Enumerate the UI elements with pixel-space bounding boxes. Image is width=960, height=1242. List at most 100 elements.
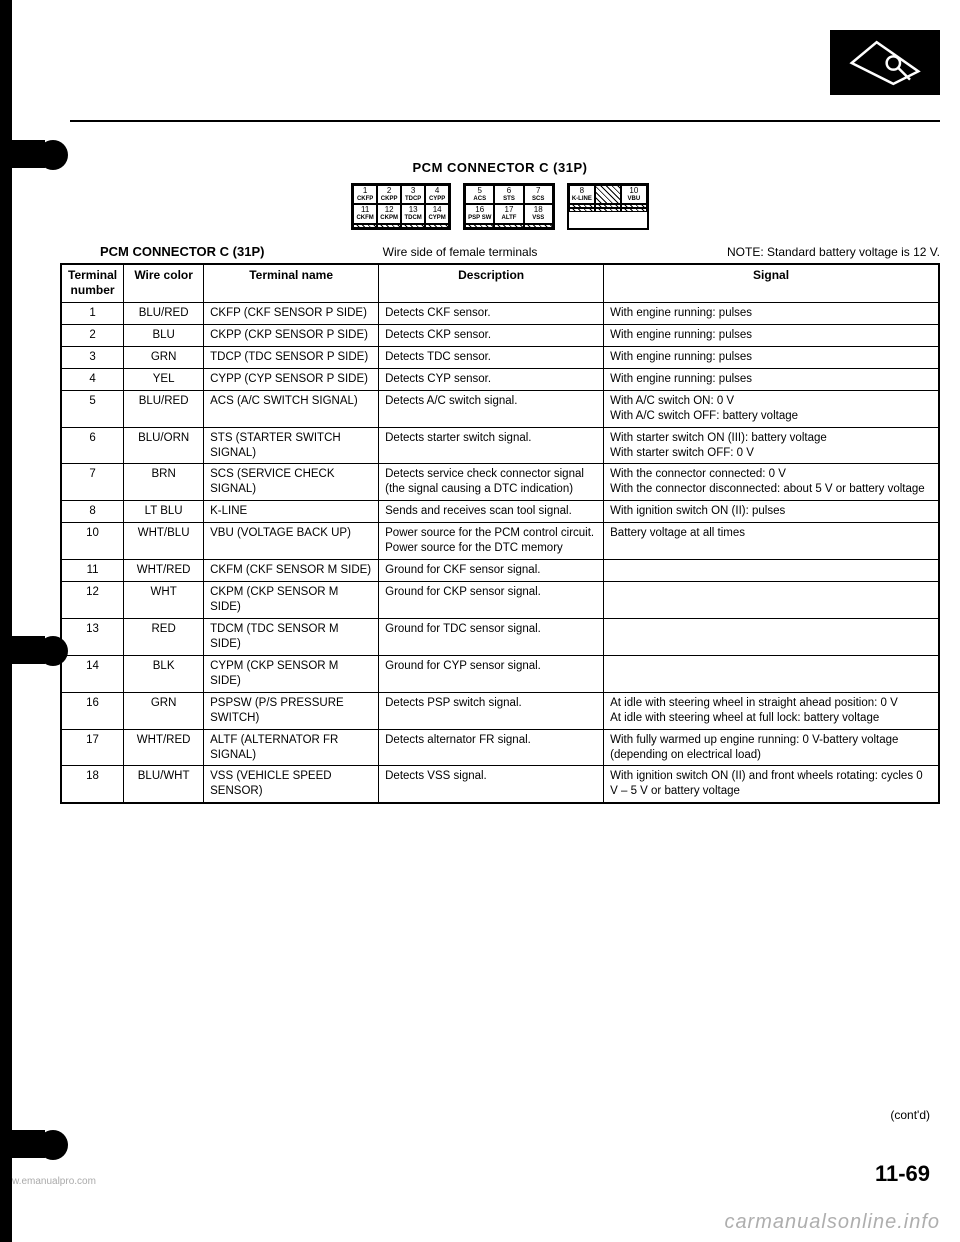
connector-pin: 14CYPM <box>425 204 449 223</box>
connector-pin: 16PSP SW <box>465 204 494 223</box>
table-cell: TDCP (TDC SENSOR P SIDE) <box>204 346 379 368</box>
table-cell: VBU (VOLTAGE BACK UP) <box>204 523 379 560</box>
table-row: 1BLU/REDCKFP (CKF SENSOR P SIDE)Detects … <box>61 302 939 324</box>
table-cell: Detects CKP sensor. <box>379 324 604 346</box>
table-cell: BLK <box>124 655 204 692</box>
table-cell: At idle with steering wheel in straight … <box>604 692 939 729</box>
watermark-left: w.emanualpro.com <box>12 1176 96 1187</box>
table-cell <box>604 618 939 655</box>
table-cell: 5 <box>61 390 124 427</box>
table-cell: 17 <box>61 729 124 766</box>
connector-block: 5ACS6STS7SCS16PSP SW17ALTF18VSS <box>463 183 555 230</box>
table-cell: BLU/RED <box>124 390 204 427</box>
table-cell: Detects TDC sensor. <box>379 346 604 368</box>
table-header-cell: Terminal name <box>204 264 379 303</box>
table-body: 1BLU/REDCKFP (CKF SENSOR P SIDE)Detects … <box>61 302 939 803</box>
table-row: 17WHT/REDALTF (ALTERNATOR FR SIGNAL)Dete… <box>61 729 939 766</box>
table-cell: STS (STARTER SWITCH SIGNAL) <box>204 427 379 464</box>
connector-pin-empty <box>524 224 553 228</box>
table-cell: Detects service check connector signal (… <box>379 464 604 501</box>
table-cell: Detects PSP switch signal. <box>379 692 604 729</box>
table-row: 3GRNTDCP (TDC SENSOR P SIDE)Detects TDC … <box>61 346 939 368</box>
table-cell: With engine running: pulses <box>604 346 939 368</box>
connector-pin-empty <box>465 224 494 228</box>
table-row: 11WHT/REDCKFM (CKF SENSOR M SIDE)Ground … <box>61 560 939 582</box>
table-cell: With starter switch ON (III): battery vo… <box>604 427 939 464</box>
page-number: 11-69 <box>875 1161 930 1187</box>
connector-pin: 3TDCP <box>401 185 425 204</box>
section-logo <box>830 30 940 95</box>
table-cell: RED <box>124 618 204 655</box>
table-cell: Ground for CYP sensor signal. <box>379 655 604 692</box>
continued-label: (cont'd) <box>890 1108 930 1122</box>
label-row: PCM CONNECTOR C (31P) Wire side of femal… <box>60 244 940 259</box>
connector-note: NOTE: Standard battery voltage is 12 V. <box>640 245 940 259</box>
table-row: 2BLUCKPP (CKP SENSOR P SIDE)Detects CKP … <box>61 324 939 346</box>
connector-pin-empty <box>621 208 647 212</box>
table-cell: 6 <box>61 427 124 464</box>
table-row: 13REDTDCM (TDC SENSOR M SIDE)Ground for … <box>61 618 939 655</box>
table-cell: Ground for TDC sensor signal. <box>379 618 604 655</box>
table-cell: BLU <box>124 324 204 346</box>
table-cell: ALTF (ALTERNATOR FR SIGNAL) <box>204 729 379 766</box>
left-page-edge <box>0 0 12 1242</box>
table-row: 14BLKCYPM (CKP SENSOR M SIDE)Ground for … <box>61 655 939 692</box>
table-cell: CKPP (CKP SENSOR P SIDE) <box>204 324 379 346</box>
table-header-cell: Description <box>379 264 604 303</box>
table-cell: Ground for CKP sensor signal. <box>379 582 604 619</box>
table-cell: 4 <box>61 368 124 390</box>
table-cell: CKFP (CKF SENSOR P SIDE) <box>204 302 379 324</box>
connector-pin: 2CKPP <box>377 185 401 204</box>
table-cell: With ignition switch ON (II): pulses <box>604 501 939 523</box>
table-cell: 18 <box>61 766 124 803</box>
table-cell: Battery voltage at all times <box>604 523 939 560</box>
table-cell: GRN <box>124 346 204 368</box>
table-cell: Detects VSS signal. <box>379 766 604 803</box>
table-cell: Detects alternator FR signal. <box>379 729 604 766</box>
watermark-bottom: carmanualsonline.info <box>724 1211 940 1234</box>
connector-block: 1CKFP2CKPP3TDCP4CYPP11CKFM12CKPM13TDCM14… <box>351 183 451 230</box>
table-cell: 8 <box>61 501 124 523</box>
connector-pin: 11CKFM <box>353 204 377 223</box>
table-cell: WHT/RED <box>124 560 204 582</box>
table-cell: Detects A/C switch signal. <box>379 390 604 427</box>
table-cell: With engine running: pulses <box>604 324 939 346</box>
connector-pin: 4CYPP <box>425 185 449 204</box>
table-cell: 10 <box>61 523 124 560</box>
table-cell: WHT/BLU <box>124 523 204 560</box>
table-cell: ACS (A/C SWITCH SIGNAL) <box>204 390 379 427</box>
connector-pin: 17ALTF <box>494 204 523 223</box>
table-header-cell: Terminal number <box>61 264 124 303</box>
connector-label-mid: Wire side of female terminals <box>280 245 640 259</box>
connector-title: PCM CONNECTOR C (31P) <box>60 160 940 175</box>
table-cell: Sends and receives scan tool signal. <box>379 501 604 523</box>
connector-pin-empty <box>569 208 595 212</box>
table-row: 12WHTCKPM (CKP SENSOR M SIDE)Ground for … <box>61 582 939 619</box>
table-cell: PSPSW (P/S PRESSURE SWITCH) <box>204 692 379 729</box>
table-row: 4YELCYPP (CYP SENSOR P SIDE)Detects CYP … <box>61 368 939 390</box>
table-header-cell: Signal <box>604 264 939 303</box>
table-cell: With engine running: pulses <box>604 302 939 324</box>
table-cell: Power source for the PCM control circuit… <box>379 523 604 560</box>
table-cell: CKFM (CKF SENSOR M SIDE) <box>204 560 379 582</box>
connector-pin-empty <box>425 224 449 228</box>
pinout-table: Terminal numberWire colorTerminal nameDe… <box>60 263 940 805</box>
table-cell: Ground for CKF sensor signal. <box>379 560 604 582</box>
table-cell: WHT/RED <box>124 729 204 766</box>
table-cell <box>604 582 939 619</box>
table-cell: TDCM (TDC SENSOR M SIDE) <box>204 618 379 655</box>
binder-hole-icon <box>38 1130 68 1160</box>
table-cell: 1 <box>61 302 124 324</box>
table-cell: Detects CYP sensor. <box>379 368 604 390</box>
connector-pin: 1CKFP <box>353 185 377 204</box>
table-cell: 3 <box>61 346 124 368</box>
connector-pin-empty <box>595 208 621 212</box>
table-row: 18BLU/WHTVSS (VEHICLE SPEED SENSOR)Detec… <box>61 766 939 803</box>
table-row: 6BLU/ORNSTS (STARTER SWITCH SIGNAL)Detec… <box>61 427 939 464</box>
table-cell: 13 <box>61 618 124 655</box>
table-cell: With ignition switch ON (II) and front w… <box>604 766 939 803</box>
connector-pin: 6STS <box>494 185 523 204</box>
table-cell: With A/C switch ON: 0 VWith A/C switch O… <box>604 390 939 427</box>
table-row: 10WHT/BLUVBU (VOLTAGE BACK UP)Power sour… <box>61 523 939 560</box>
connector-pin: 7SCS <box>524 185 553 204</box>
